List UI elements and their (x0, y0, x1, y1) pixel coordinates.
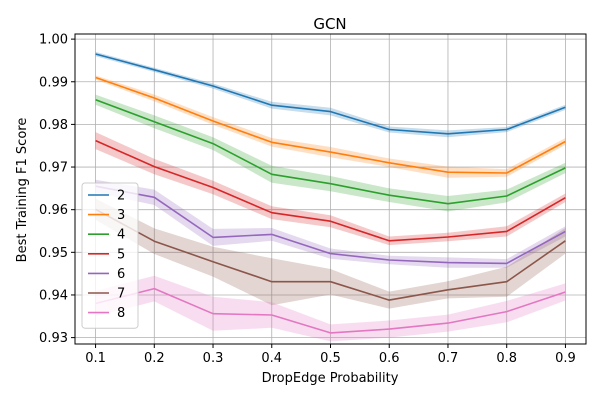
y-tick-label: 0.97 (39, 161, 68, 176)
series-3-line (95, 76, 566, 174)
series-lines (95, 53, 566, 334)
y-tick-label: 0.95 (39, 246, 68, 261)
x-tick-label: 0.4 (261, 351, 282, 366)
y-tick-label: 0.96 (39, 203, 68, 218)
y-axis-ticks: 0.93 0.94 0.95 0.96 0.97 0.98 0.99 1.00 (39, 33, 75, 346)
x-tick-label: 0.2 (144, 351, 165, 366)
series-5-line (95, 139, 566, 242)
legend-label-3: 3 (117, 208, 125, 223)
series-4-line (95, 98, 566, 205)
legend-label-2: 2 (117, 189, 125, 204)
series-2-line (95, 53, 566, 135)
series-7-line (95, 208, 566, 301)
y-tick-label: 0.99 (39, 75, 68, 90)
x-tick-label: 0.5 (320, 351, 341, 366)
x-tick-label: 0.7 (438, 351, 459, 366)
y-tick-label: 0.98 (39, 118, 68, 133)
legend-box (81, 182, 139, 329)
legend: 2 3 4 5 6 7 8 (81, 182, 139, 329)
x-tick-label: 0.8 (496, 351, 517, 366)
series-6-line (95, 185, 566, 265)
series-4-band (95, 94, 566, 212)
x-tick-label: 0.3 (203, 351, 224, 366)
y-tick-label: 1.00 (39, 33, 68, 48)
legend-label-5: 5 (117, 247, 125, 262)
x-tick-label: 0.1 (85, 351, 106, 366)
legend-label-7: 7 (117, 287, 125, 302)
x-tick-label: 0.6 (379, 351, 400, 366)
series-6-band (95, 179, 566, 268)
y-axis-label: Best Training F1 Score (15, 118, 30, 263)
chart-title: GCN (313, 15, 346, 33)
y-tick-label: 0.94 (39, 288, 68, 303)
x-tick-label: 0.9 (555, 351, 576, 366)
legend-label-4: 4 (117, 228, 125, 243)
legend-label-8: 8 (117, 306, 125, 321)
x-axis-ticks: 0.1 0.2 0.3 0.4 0.5 0.6 0.7 0.8 0.9 (85, 344, 576, 366)
legend-label-6: 6 (117, 267, 125, 282)
x-axis-label: DropEdge Probability (262, 371, 399, 386)
series-5-band (95, 132, 566, 246)
series-8-line (95, 287, 566, 334)
series-8-band (95, 275, 566, 342)
y-tick-label: 0.93 (39, 331, 68, 346)
